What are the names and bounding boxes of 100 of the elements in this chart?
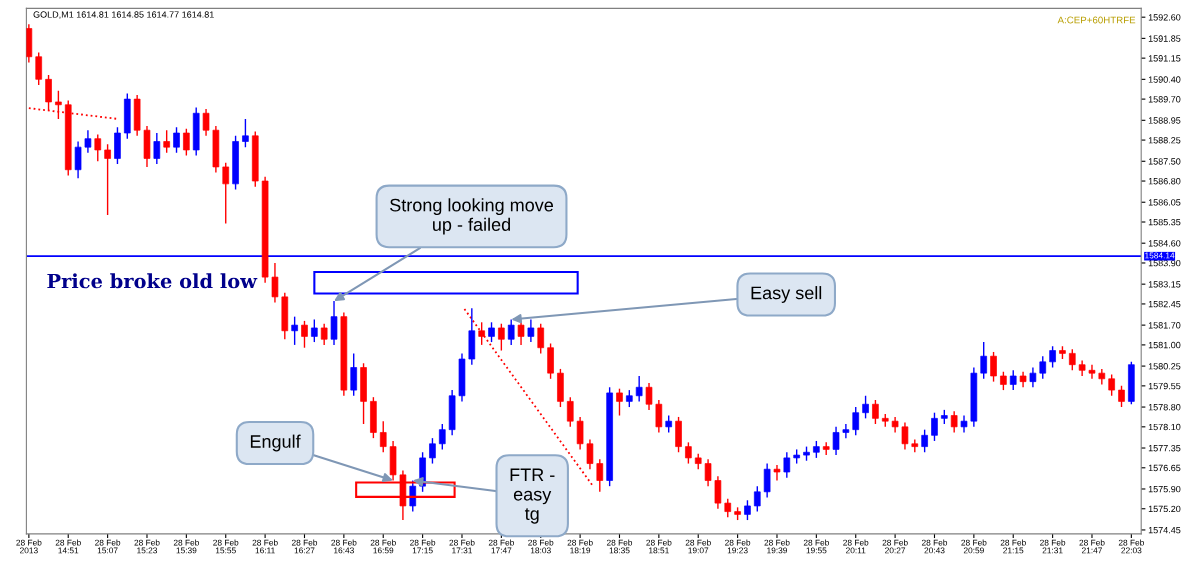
x-tick-label: 28 Feb 18:51 bbox=[646, 539, 672, 554]
y-tick-label: 1586.80 bbox=[1148, 178, 1181, 185]
annotation: A:CEP+60HTRFE bbox=[1057, 16, 1136, 24]
candlestick bbox=[271, 262, 279, 304]
x-tick-label: 28 Feb 22:03 bbox=[1118, 539, 1144, 554]
x-tick-label: 28 Feb 21:31 bbox=[1040, 539, 1066, 554]
candlestick bbox=[84, 129, 92, 154]
annotation: Price broke old low bbox=[47, 273, 258, 289]
ref-line-label: 1584.14 bbox=[1145, 252, 1175, 259]
candlestick bbox=[1049, 345, 1056, 369]
x-tick-label: 28 Feb 2013 bbox=[16, 539, 42, 554]
candlestick bbox=[852, 406, 860, 436]
y-tick-label: 1576.65 bbox=[1148, 464, 1181, 472]
y-tick-label: 1584.60 bbox=[1148, 240, 1181, 247]
y-tick-label: 1575.90 bbox=[1148, 485, 1181, 493]
y-tick-label: 1588.95 bbox=[1148, 117, 1181, 124]
y-tick-label: 1574.45 bbox=[1148, 527, 1181, 534]
y-tick-label: 1586.05 bbox=[1148, 199, 1181, 206]
y-tick-label: 1579.55 bbox=[1148, 382, 1181, 390]
candlestick bbox=[921, 428, 928, 453]
candlestick bbox=[311, 318, 318, 343]
annotation: Engulf bbox=[250, 434, 301, 452]
candlestick bbox=[301, 320, 308, 349]
x-tick-label: 28 Feb 16:11 bbox=[252, 539, 278, 554]
candlestick bbox=[763, 462, 771, 499]
candlestick bbox=[724, 498, 732, 518]
x-tick-label: 28 Feb 21:47 bbox=[1079, 539, 1105, 554]
x-tick-label: 28 Feb 15:23 bbox=[134, 539, 160, 554]
candlestick bbox=[488, 321, 495, 343]
x-tick-label: 28 Feb 15:55 bbox=[213, 539, 239, 554]
candlestick bbox=[950, 410, 958, 434]
candlestick bbox=[862, 395, 869, 420]
y-tick-label: 1585.35 bbox=[1148, 218, 1181, 226]
candlestick bbox=[872, 399, 879, 425]
candlestick bbox=[685, 441, 692, 465]
candlestick bbox=[1039, 355, 1047, 380]
x-tick-label: 28 Feb 15:39 bbox=[173, 539, 199, 554]
y-tick-label: 1583.15 bbox=[1148, 281, 1181, 288]
candlestick bbox=[202, 108, 210, 137]
candlestick bbox=[527, 318, 535, 343]
x-tick-label: 28 Feb 20:11 bbox=[843, 539, 869, 554]
x-tick-label: 28 Feb 16:59 bbox=[370, 539, 396, 554]
candlestick bbox=[753, 485, 761, 513]
candlestick bbox=[1000, 371, 1007, 391]
candlestick bbox=[704, 458, 712, 487]
x-tick-label: 28 Feb 18:19 bbox=[567, 539, 593, 554]
candlestick bbox=[350, 352, 358, 397]
candlestick bbox=[901, 421, 909, 451]
candlestick bbox=[242, 118, 249, 148]
y-tick-label: 1591.85 bbox=[1148, 35, 1181, 42]
y-tick-label: 1580.25 bbox=[1148, 363, 1181, 370]
candlestick bbox=[183, 128, 190, 157]
y-tick-label: 1591.15 bbox=[1148, 55, 1181, 62]
y-tick-label: 1578.10 bbox=[1148, 423, 1181, 431]
y-tick-label: 1581.00 bbox=[1148, 341, 1181, 349]
candlestick bbox=[498, 323, 505, 352]
candlestick bbox=[1009, 369, 1017, 391]
x-tick-label: 28 Feb 21:15 bbox=[1000, 539, 1026, 554]
candlestick bbox=[1108, 373, 1115, 397]
x-tick-label: 28 Feb 14:51 bbox=[55, 539, 81, 554]
chart-title: GOLD,M1 1614.81 1614.85 1614.77 1614.81 bbox=[33, 11, 214, 19]
candlestick bbox=[616, 387, 623, 417]
annotation: Easy sell bbox=[751, 286, 822, 303]
x-tick-label: 28 Feb 20:27 bbox=[882, 539, 908, 554]
candlestick bbox=[291, 315, 298, 346]
y-tick-label: 1589.70 bbox=[1148, 96, 1181, 103]
candlestick bbox=[1068, 348, 1076, 372]
candlestick bbox=[438, 423, 446, 451]
candlestick bbox=[655, 399, 663, 434]
candlestick bbox=[222, 161, 230, 225]
x-tick-label: 28 Feb 20:59 bbox=[961, 539, 987, 554]
x-tick-label: 28 Feb 19:39 bbox=[764, 539, 790, 554]
candlestick bbox=[153, 132, 161, 165]
x-tick-label: 28 Feb 17:47 bbox=[488, 539, 514, 554]
candlestick bbox=[1088, 363, 1096, 380]
candlestick bbox=[990, 351, 997, 383]
y-tick-label: 1590.40 bbox=[1148, 76, 1181, 83]
candlestick bbox=[1118, 385, 1125, 408]
y-tick-label: 1592.60 bbox=[1148, 14, 1181, 21]
candlestick bbox=[714, 475, 722, 510]
candlestick bbox=[744, 499, 751, 521]
candlestick bbox=[478, 321, 485, 346]
y-tick-label: 1577.35 bbox=[1148, 444, 1181, 452]
y-tick-label: 1588.25 bbox=[1148, 137, 1181, 144]
candlestick bbox=[507, 318, 515, 346]
candlestick bbox=[773, 464, 781, 482]
candlestick bbox=[842, 423, 850, 439]
x-tick-label: 28 Feb 18:03 bbox=[528, 539, 554, 554]
candlestick bbox=[35, 51, 43, 86]
candlestick bbox=[173, 126, 180, 154]
y-tick-label: 1587.50 bbox=[1148, 158, 1181, 165]
y-tick-label: 1581.70 bbox=[1148, 322, 1181, 329]
candlestick bbox=[320, 323, 328, 346]
candlestick bbox=[74, 140, 82, 179]
candlestick bbox=[163, 129, 170, 154]
x-tick-label: 28 Feb 20:43 bbox=[921, 539, 948, 554]
x-tick-label: 28 Feb 17:31 bbox=[449, 539, 475, 554]
y-tick-label: 1578.80 bbox=[1148, 404, 1181, 411]
x-tick-label: 28 Feb 18:35 bbox=[606, 539, 633, 554]
x-tick-label: 28 Feb 16:43 bbox=[331, 539, 357, 554]
